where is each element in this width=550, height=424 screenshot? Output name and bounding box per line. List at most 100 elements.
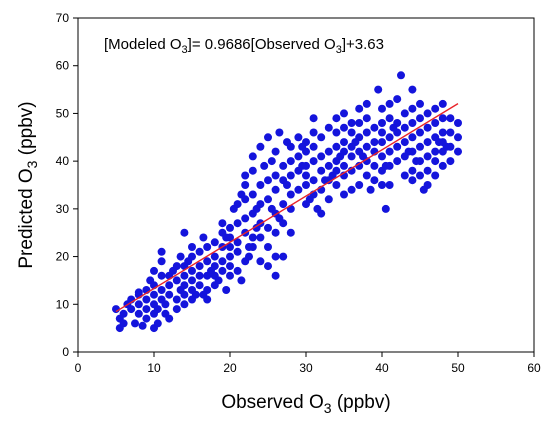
data-point xyxy=(131,319,139,328)
data-point xyxy=(317,166,326,175)
data-point xyxy=(248,190,257,199)
data-point xyxy=(423,152,432,161)
data-point xyxy=(172,276,181,285)
data-point xyxy=(431,147,440,156)
data-point xyxy=(419,185,428,194)
data-point xyxy=(328,171,337,180)
data-point xyxy=(226,271,234,280)
data-point xyxy=(370,123,379,132)
data-point xyxy=(385,99,394,108)
data-point xyxy=(271,228,280,237)
data-point xyxy=(362,142,371,151)
data-point xyxy=(248,166,257,175)
data-point xyxy=(180,271,189,280)
data-point xyxy=(256,233,265,242)
data-point xyxy=(302,171,310,180)
y-axis-ticks: 0 10 20 30 40 50 60 70 xyxy=(56,11,78,359)
data-point xyxy=(210,238,219,247)
data-point xyxy=(393,142,402,151)
data-point xyxy=(302,161,310,170)
data-point xyxy=(210,252,219,261)
data-point xyxy=(340,138,348,147)
y-tick-label: 0 xyxy=(62,345,69,359)
data-point xyxy=(275,214,284,223)
data-point xyxy=(324,123,333,132)
data-point xyxy=(378,104,386,113)
data-point xyxy=(119,319,128,328)
data-point xyxy=(446,128,455,137)
data-point xyxy=(199,233,208,242)
data-point xyxy=(362,114,371,123)
data-point xyxy=(233,247,242,256)
data-point xyxy=(324,147,333,156)
data-point xyxy=(431,171,440,180)
data-point xyxy=(309,142,318,151)
y-tick-label: 10 xyxy=(56,297,70,311)
data-point xyxy=(279,161,288,170)
data-point xyxy=(134,288,143,297)
data-point xyxy=(241,181,250,189)
y-tick-label: 40 xyxy=(56,154,70,168)
data-point xyxy=(226,243,234,251)
x-tick-label: 50 xyxy=(451,361,465,375)
data-point xyxy=(241,214,250,223)
y-tick-label: 70 xyxy=(56,11,70,25)
data-point xyxy=(347,185,356,194)
data-point xyxy=(157,257,166,266)
data-point xyxy=(416,171,424,180)
data-point xyxy=(431,119,440,127)
x-axis-ticks: 0 10 20 30 40 50 60 xyxy=(75,352,541,375)
data-point xyxy=(416,99,424,108)
data-point xyxy=(400,123,409,132)
data-point xyxy=(408,85,417,94)
data-point xyxy=(309,157,318,166)
data-point xyxy=(222,233,231,242)
data-point xyxy=(408,104,417,113)
data-point xyxy=(431,157,440,166)
data-point xyxy=(153,305,162,314)
data-point xyxy=(400,171,409,180)
data-point xyxy=(248,152,257,161)
data-point xyxy=(408,119,417,127)
data-point xyxy=(454,133,462,142)
data-point xyxy=(362,171,371,180)
data-point xyxy=(438,114,447,123)
data-point xyxy=(256,200,265,209)
data-point xyxy=(309,128,318,137)
data-point xyxy=(309,176,318,185)
data-point xyxy=(286,142,295,151)
data-point xyxy=(256,142,265,151)
data-point xyxy=(241,171,250,180)
data-point xyxy=(423,138,432,147)
data-point xyxy=(397,71,405,80)
data-point xyxy=(153,319,162,328)
data-point xyxy=(271,271,280,280)
data-point xyxy=(233,238,242,247)
data-point xyxy=(324,195,333,204)
data-point xyxy=(226,223,234,232)
data-point xyxy=(150,290,158,299)
data-point xyxy=(454,119,462,127)
data-point xyxy=(370,176,379,185)
data-point xyxy=(188,252,196,261)
data-point xyxy=(271,252,280,261)
data-point xyxy=(286,157,295,166)
data-point xyxy=(423,109,432,118)
data-point xyxy=(286,228,295,237)
data-point xyxy=(385,147,394,156)
data-point xyxy=(252,223,261,232)
data-point xyxy=(191,290,200,299)
data-point xyxy=(157,271,166,280)
data-point xyxy=(309,114,318,123)
data-point xyxy=(366,185,375,194)
data-point xyxy=(245,252,253,261)
data-point xyxy=(340,147,348,156)
data-point xyxy=(355,119,364,127)
data-point xyxy=(298,142,307,151)
x-tick-label: 10 xyxy=(147,361,161,375)
data-point xyxy=(256,181,265,189)
data-point xyxy=(127,305,136,314)
data-point xyxy=(264,133,272,142)
data-point xyxy=(264,195,272,204)
